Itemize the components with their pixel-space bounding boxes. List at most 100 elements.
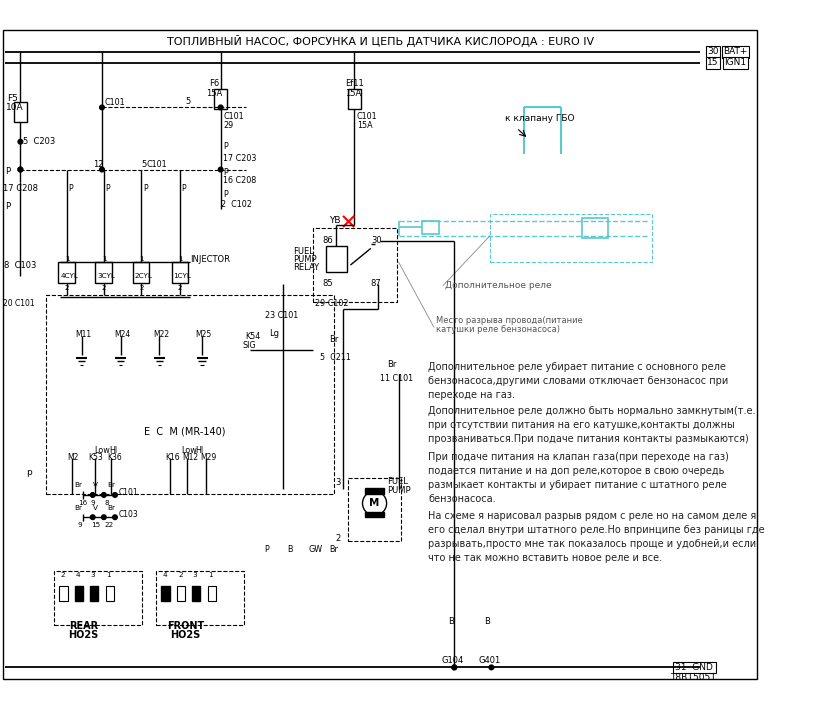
Text: P: P <box>224 190 229 199</box>
Text: к клапану ГБО: к клапану ГБО <box>505 114 575 123</box>
Text: 2CYL: 2CYL <box>134 273 152 279</box>
Text: 9: 9 <box>78 522 83 527</box>
Text: Дополнительное реле убирает питание с основного реле
бензонасоса,другими словами: Дополнительное реле убирает питание с ос… <box>428 362 729 401</box>
Text: 1: 1 <box>178 257 183 262</box>
Text: 1: 1 <box>139 257 143 262</box>
Text: Low: Low <box>94 446 111 455</box>
Text: 2: 2 <box>65 285 70 291</box>
Text: 2: 2 <box>139 285 143 291</box>
Text: 2: 2 <box>102 285 106 291</box>
Text: 86: 86 <box>323 236 333 245</box>
Circle shape <box>452 665 457 670</box>
Bar <box>54 571 142 625</box>
Text: B: B <box>287 545 293 554</box>
Text: P: P <box>143 184 147 193</box>
Text: Br: Br <box>329 545 338 554</box>
Text: K54: K54 <box>246 332 261 341</box>
Text: HI: HI <box>110 446 117 455</box>
Text: Ef11: Ef11 <box>345 79 364 88</box>
Circle shape <box>90 493 95 497</box>
Bar <box>214 89 227 109</box>
Text: 4CYL: 4CYL <box>61 273 78 279</box>
Circle shape <box>18 167 23 172</box>
Text: 20 C101: 20 C101 <box>2 299 34 308</box>
Text: FUEL: FUEL <box>293 247 314 256</box>
Text: 17 C203: 17 C203 <box>224 154 257 163</box>
Text: 11 C101: 11 C101 <box>380 374 414 383</box>
Text: HI: HI <box>196 446 204 455</box>
Text: p: p <box>26 468 32 477</box>
Text: M2: M2 <box>67 453 78 462</box>
Text: ТОПЛИВНЫЙ НАСОС, ФОРСУНКА И ЦЕПЬ ДАТЧИКА КИСЛОРОДА : EURO IV: ТОПЛИВНЫЙ НАСОС, ФОРСУНКА И ЦЕПЬ ДАТЧИКА… <box>166 35 594 47</box>
Text: На схеме я нарисовал разрыв рядом с реле но на самом деле я
его сделал внутри шт: На схеме я нарисовал разрыв рядом с реле… <box>428 510 765 563</box>
Text: 10A: 10A <box>6 103 23 112</box>
Text: 5  C203: 5 C203 <box>23 138 56 146</box>
Text: 3: 3 <box>91 571 96 578</box>
Bar <box>171 262 188 283</box>
Text: HO2S: HO2S <box>68 630 98 640</box>
Text: Дополнительное реле должно быть нормально замкнутым(т.е.
при отсутствии питания : Дополнительное реле должно быть нормальн… <box>428 406 756 444</box>
Bar <box>348 89 360 109</box>
Text: YB: YB <box>329 216 341 225</box>
Bar <box>96 262 112 283</box>
Text: T8B15051: T8B15051 <box>671 673 717 682</box>
Bar <box>59 586 68 601</box>
Text: Br: Br <box>75 505 82 511</box>
Text: 1: 1 <box>102 257 106 262</box>
Text: 29: 29 <box>224 121 233 130</box>
Text: M11: M11 <box>75 330 91 339</box>
Text: 2: 2 <box>178 571 183 578</box>
Text: 9: 9 <box>91 501 96 506</box>
Bar <box>490 214 652 262</box>
Text: P: P <box>6 202 11 211</box>
Circle shape <box>363 491 387 515</box>
Circle shape <box>102 515 106 520</box>
Circle shape <box>100 167 104 172</box>
Text: Lg: Lg <box>269 329 278 338</box>
Text: P: P <box>265 545 269 554</box>
Text: P: P <box>224 168 229 177</box>
Text: INJECTOR: INJECTOR <box>190 255 230 264</box>
Text: Br: Br <box>387 359 397 369</box>
Text: 5: 5 <box>142 160 147 169</box>
Text: B: B <box>448 617 454 625</box>
Bar <box>58 262 75 283</box>
Text: FRONT: FRONT <box>167 620 204 631</box>
Bar <box>348 479 401 541</box>
Text: 85: 85 <box>323 279 333 288</box>
Text: F6: F6 <box>210 79 219 88</box>
Circle shape <box>18 140 23 144</box>
Text: B: B <box>484 617 490 625</box>
Text: C101: C101 <box>147 160 167 169</box>
Text: IGN1: IGN1 <box>724 58 746 67</box>
Bar <box>133 262 149 283</box>
Text: V: V <box>93 505 97 511</box>
Bar <box>314 228 397 302</box>
Text: K16: K16 <box>165 453 179 462</box>
Bar <box>47 295 334 494</box>
Text: P: P <box>224 142 229 151</box>
Bar <box>422 220 438 233</box>
Text: 3: 3 <box>336 479 341 487</box>
Text: M22: M22 <box>153 330 169 339</box>
Text: 2: 2 <box>178 285 183 291</box>
Text: Br: Br <box>75 481 82 488</box>
Text: GW: GW <box>309 545 323 554</box>
Text: K36: K36 <box>107 453 122 462</box>
Text: BAT+: BAT+ <box>723 48 748 56</box>
Text: 2: 2 <box>336 534 341 543</box>
Text: M: M <box>369 498 380 508</box>
Bar <box>192 586 201 601</box>
Circle shape <box>452 665 457 670</box>
Text: P: P <box>69 184 73 193</box>
Text: 30: 30 <box>707 48 719 56</box>
Circle shape <box>90 515 95 520</box>
Bar <box>156 571 244 625</box>
Text: 8: 8 <box>105 501 110 506</box>
Text: 5: 5 <box>185 97 191 106</box>
Text: 87: 87 <box>371 279 382 288</box>
Text: C101: C101 <box>224 112 244 121</box>
Text: RELAY: RELAY <box>293 263 319 272</box>
Text: Br: Br <box>107 481 115 488</box>
Text: 16: 16 <box>78 501 87 506</box>
